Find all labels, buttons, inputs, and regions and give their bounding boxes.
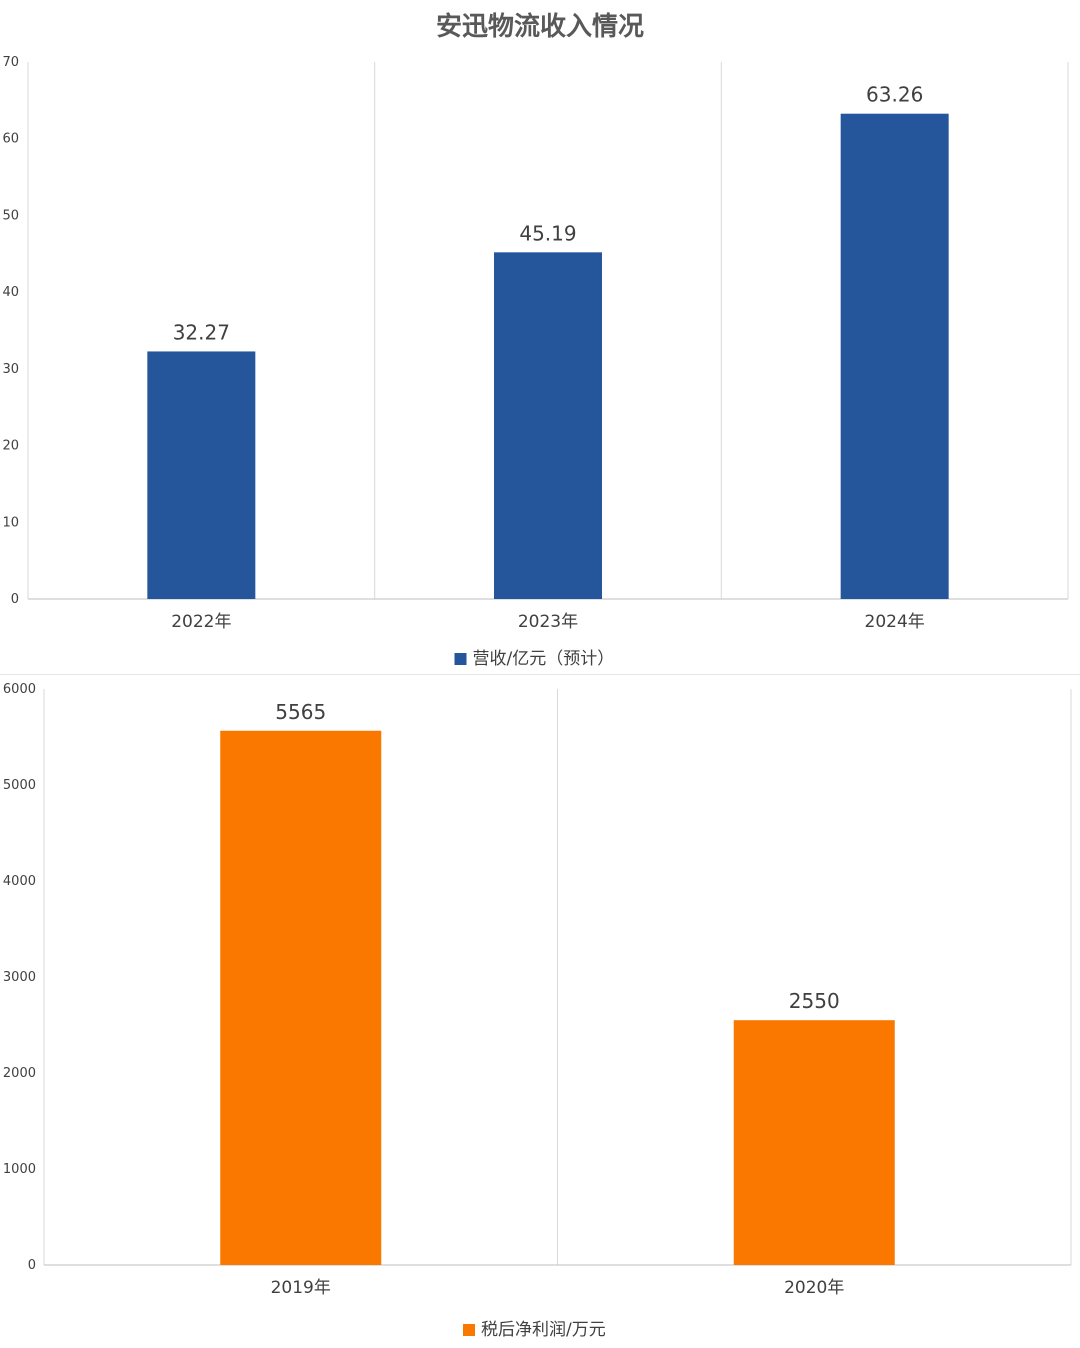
profit-data-label: 2550 bbox=[789, 989, 840, 1013]
chart-divider bbox=[0, 674, 1080, 675]
revenue-bar bbox=[840, 113, 949, 599]
revenue-y-tick-label: 70 bbox=[2, 55, 19, 70]
page-title: 安迅物流收入情况 bbox=[435, 12, 644, 42]
revenue-legend-label: 营收/亿元（预计） bbox=[473, 649, 615, 669]
profit-legend-label: 税后净利润/万元 bbox=[481, 1320, 606, 1340]
profit-x-tick-label: 2020年 bbox=[784, 1278, 844, 1298]
revenue-data-label: 32.27 bbox=[173, 320, 230, 344]
profit-y-tick-label: 1000 bbox=[3, 1162, 36, 1177]
revenue-y-tick-label: 0 bbox=[11, 592, 19, 607]
profit-bar bbox=[220, 730, 382, 1265]
profit-data-label: 5565 bbox=[275, 700, 326, 724]
revenue-x-tick-label: 2022年 bbox=[171, 612, 231, 632]
revenue-bar bbox=[147, 351, 256, 599]
profit-x-tick-label: 2019年 bbox=[271, 1278, 331, 1298]
revenue-y-tick-label: 60 bbox=[2, 132, 19, 147]
profit-y-tick-label: 4000 bbox=[3, 874, 36, 889]
revenue-data-label: 63.26 bbox=[866, 83, 923, 107]
profit-y-tick-label: 3000 bbox=[3, 970, 36, 985]
profit-legend-swatch bbox=[463, 1324, 475, 1336]
revenue-x-tick-label: 2024年 bbox=[865, 612, 925, 632]
revenue-legend-swatch bbox=[454, 653, 467, 665]
revenue-y-tick-label: 10 bbox=[2, 515, 19, 530]
revenue-y-tick-label: 20 bbox=[2, 439, 19, 454]
revenue-data-label: 45.19 bbox=[519, 221, 576, 245]
net-profit-bar-chart: 0 1000 2000 3000 4000 5000 6000 5565 2019年 2550 20… bbox=[3, 682, 1072, 1340]
profit-y-tick-label: 2000 bbox=[3, 1066, 36, 1081]
revenue-bar bbox=[494, 252, 602, 600]
revenue-y-tick-label: 30 bbox=[2, 362, 19, 377]
revenue-bar-chart: 0 10 20 30 40 50 60 70 32.27 2022年 45.19 2023年 63.26… bbox=[2, 55, 1069, 669]
profit-y-tick-label: 6000 bbox=[3, 682, 36, 697]
profit-y-tick-label: 5000 bbox=[3, 778, 36, 793]
revenue-y-tick-label: 50 bbox=[2, 208, 19, 223]
revenue-y-tick-label: 40 bbox=[2, 285, 19, 300]
profit-y-tick-label: 0 bbox=[28, 1258, 36, 1273]
revenue-x-tick-label: 2023年 bbox=[518, 612, 578, 632]
profit-bar bbox=[733, 1020, 895, 1265]
